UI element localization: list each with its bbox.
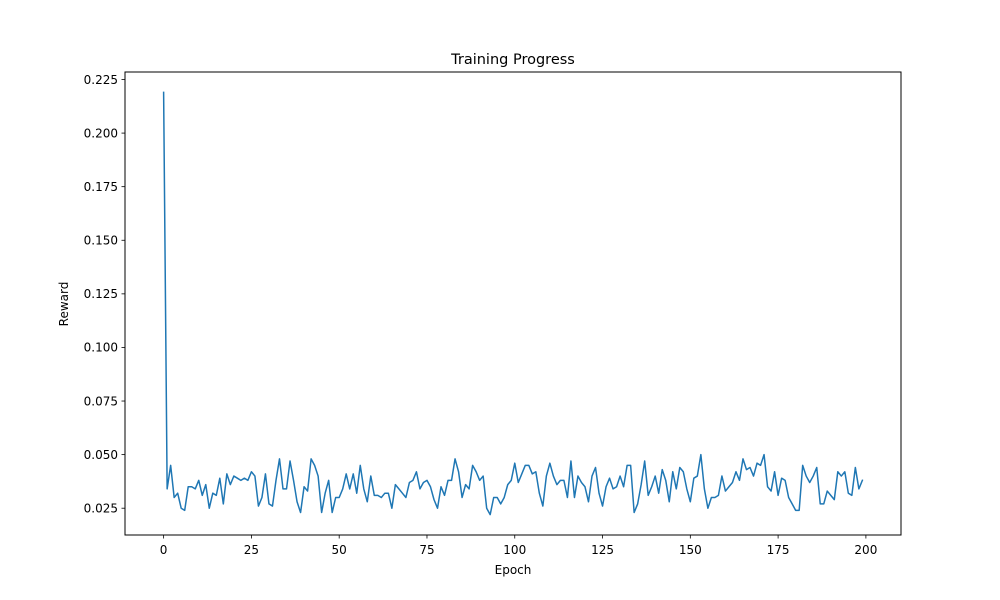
y-tick-label: 0.125 [84,287,118,301]
series-line-0 [162,91,864,516]
y-axis-title: Reward [57,282,71,327]
series-layer [162,91,864,516]
y-tick-label: 0.175 [84,180,118,194]
x-axis-title: Epoch [495,563,532,577]
x-tick-label: 100 [503,543,526,557]
x-tick-label: 0 [160,543,168,557]
x-tick-label: 50 [332,543,347,557]
y-tick-label: 0.200 [84,126,118,140]
y-tick-label: 0.150 [84,234,118,248]
chart-title: Training Progress [450,52,575,68]
x-tick-label: 175 [767,543,790,557]
y-tick-label: 0.100 [84,341,118,355]
x-tick-label: 75 [419,543,434,557]
x-tick-label: 150 [679,543,702,557]
y-tick-label: 0.050 [84,448,118,462]
x-tick-label: 125 [591,543,614,557]
x-axis: 0 25 50 75 100 125 150 175 200 [160,535,877,557]
x-tick-label: 25 [244,543,259,557]
y-tick-label: 0.075 [84,394,118,408]
y-axis: 0.025 0.050 0.075 0.100 0.125 0.150 0.175 0.200… [84,73,125,516]
plot-area-frame [124,71,902,536]
x-tick-label: 200 [854,543,877,557]
y-tick-label: 0.225 [84,73,118,87]
y-tick-label: 0.025 [84,502,118,516]
